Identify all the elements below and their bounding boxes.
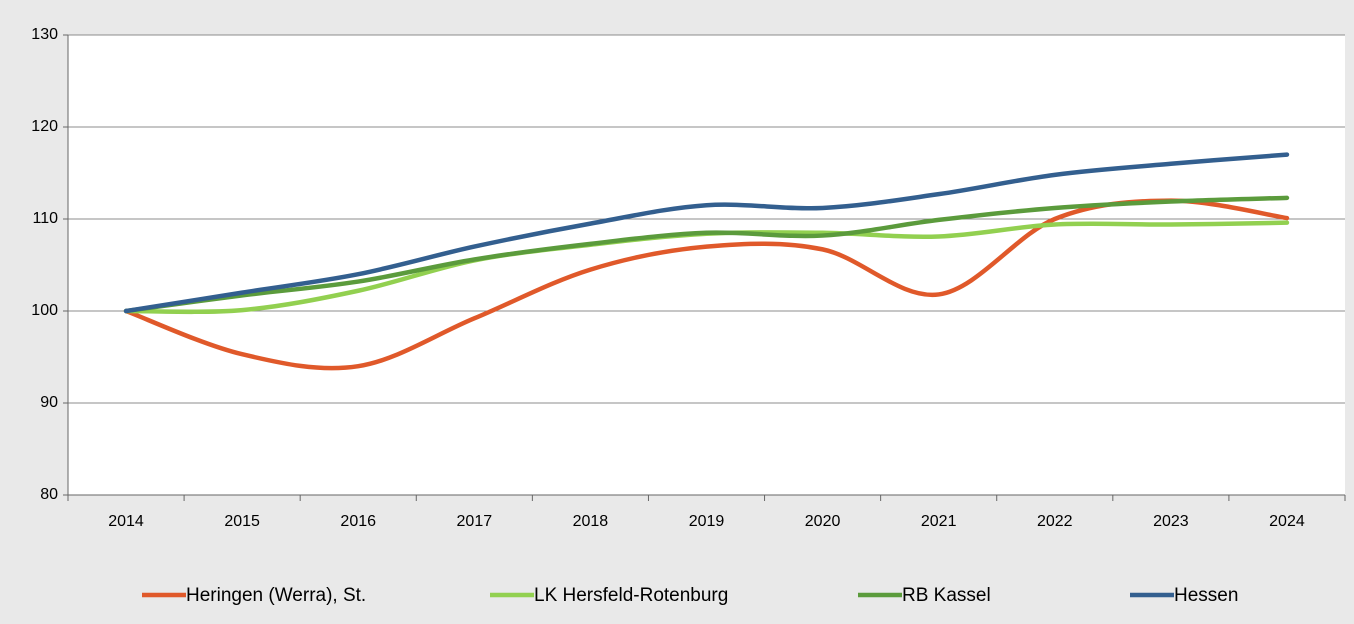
- y-tick-label: 90: [40, 394, 58, 411]
- x-tick-label: 2018: [573, 513, 609, 530]
- x-tick-label: 2023: [1153, 513, 1189, 530]
- series-line: [123, 195, 1290, 314]
- x-tick-label: 2022: [1037, 513, 1073, 530]
- x-tick-label: 2020: [805, 513, 841, 530]
- x-tick-label: 2019: [689, 513, 725, 530]
- x-tick-label: 2015: [224, 513, 260, 530]
- legend-label: Hessen: [1174, 585, 1238, 606]
- legend-label: RB Kassel: [902, 585, 991, 606]
- y-tick-label: 130: [31, 26, 58, 43]
- x-tick-label: 2016: [340, 513, 376, 530]
- y-tick-label: 120: [31, 118, 58, 135]
- x-tick-label: 2021: [921, 513, 957, 530]
- legend-label: Heringen (Werra), St.: [186, 585, 366, 606]
- x-tick-label: 2014: [108, 513, 144, 530]
- legend-label: LK Hersfeld-Rotenburg: [534, 585, 728, 606]
- series-line: [123, 198, 1290, 371]
- y-tick-label: 110: [32, 210, 58, 227]
- series-line: [123, 152, 1290, 314]
- plot-area: [68, 35, 1345, 495]
- y-tick-label: 100: [31, 302, 58, 319]
- y-tick-label: 80: [40, 486, 58, 503]
- x-tick-label: 2017: [457, 513, 493, 530]
- x-tick-label: 2024: [1269, 513, 1305, 530]
